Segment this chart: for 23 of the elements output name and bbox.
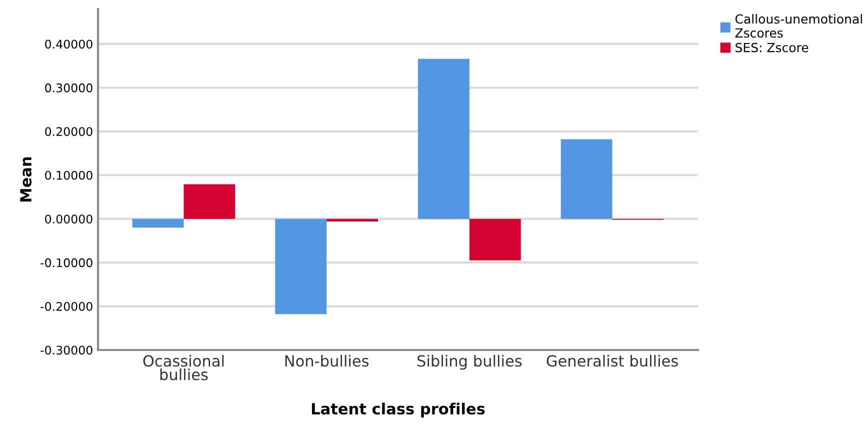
y-tick-label: 0.00000	[45, 214, 92, 224]
legend-label: Callous-unemotional Zscores	[735, 14, 862, 38]
y-tick-label: 0.30000	[45, 83, 92, 92]
bar	[132, 218, 184, 228]
y-tick-label: -0.30000	[40, 346, 92, 355]
y-tick-label: 0.10000	[45, 170, 92, 180]
bar	[275, 218, 327, 314]
bar	[326, 218, 378, 222]
y-tick-label: -0.20000	[40, 302, 92, 311]
x-tick-label: Sibling bullies	[418, 354, 522, 370]
y-tick-label: -0.10000	[40, 258, 92, 268]
x-axis-title: Latent class profiles	[312, 402, 485, 418]
x-tick-label: Non-bullies	[285, 354, 369, 367]
bar	[469, 218, 521, 260]
y-tick-label: 0.40000	[45, 40, 92, 49]
legend-label: SES: Zscore	[736, 42, 808, 52]
x-tick-label: Generalist bullies	[546, 354, 678, 367]
bar	[560, 139, 612, 219]
x-tick-label: Ocassional bullies	[143, 354, 224, 380]
y-tick-label: 0.20000	[45, 127, 92, 136]
bar	[184, 184, 236, 219]
bar	[418, 58, 470, 219]
y-axis-title: Mean	[20, 157, 32, 202]
